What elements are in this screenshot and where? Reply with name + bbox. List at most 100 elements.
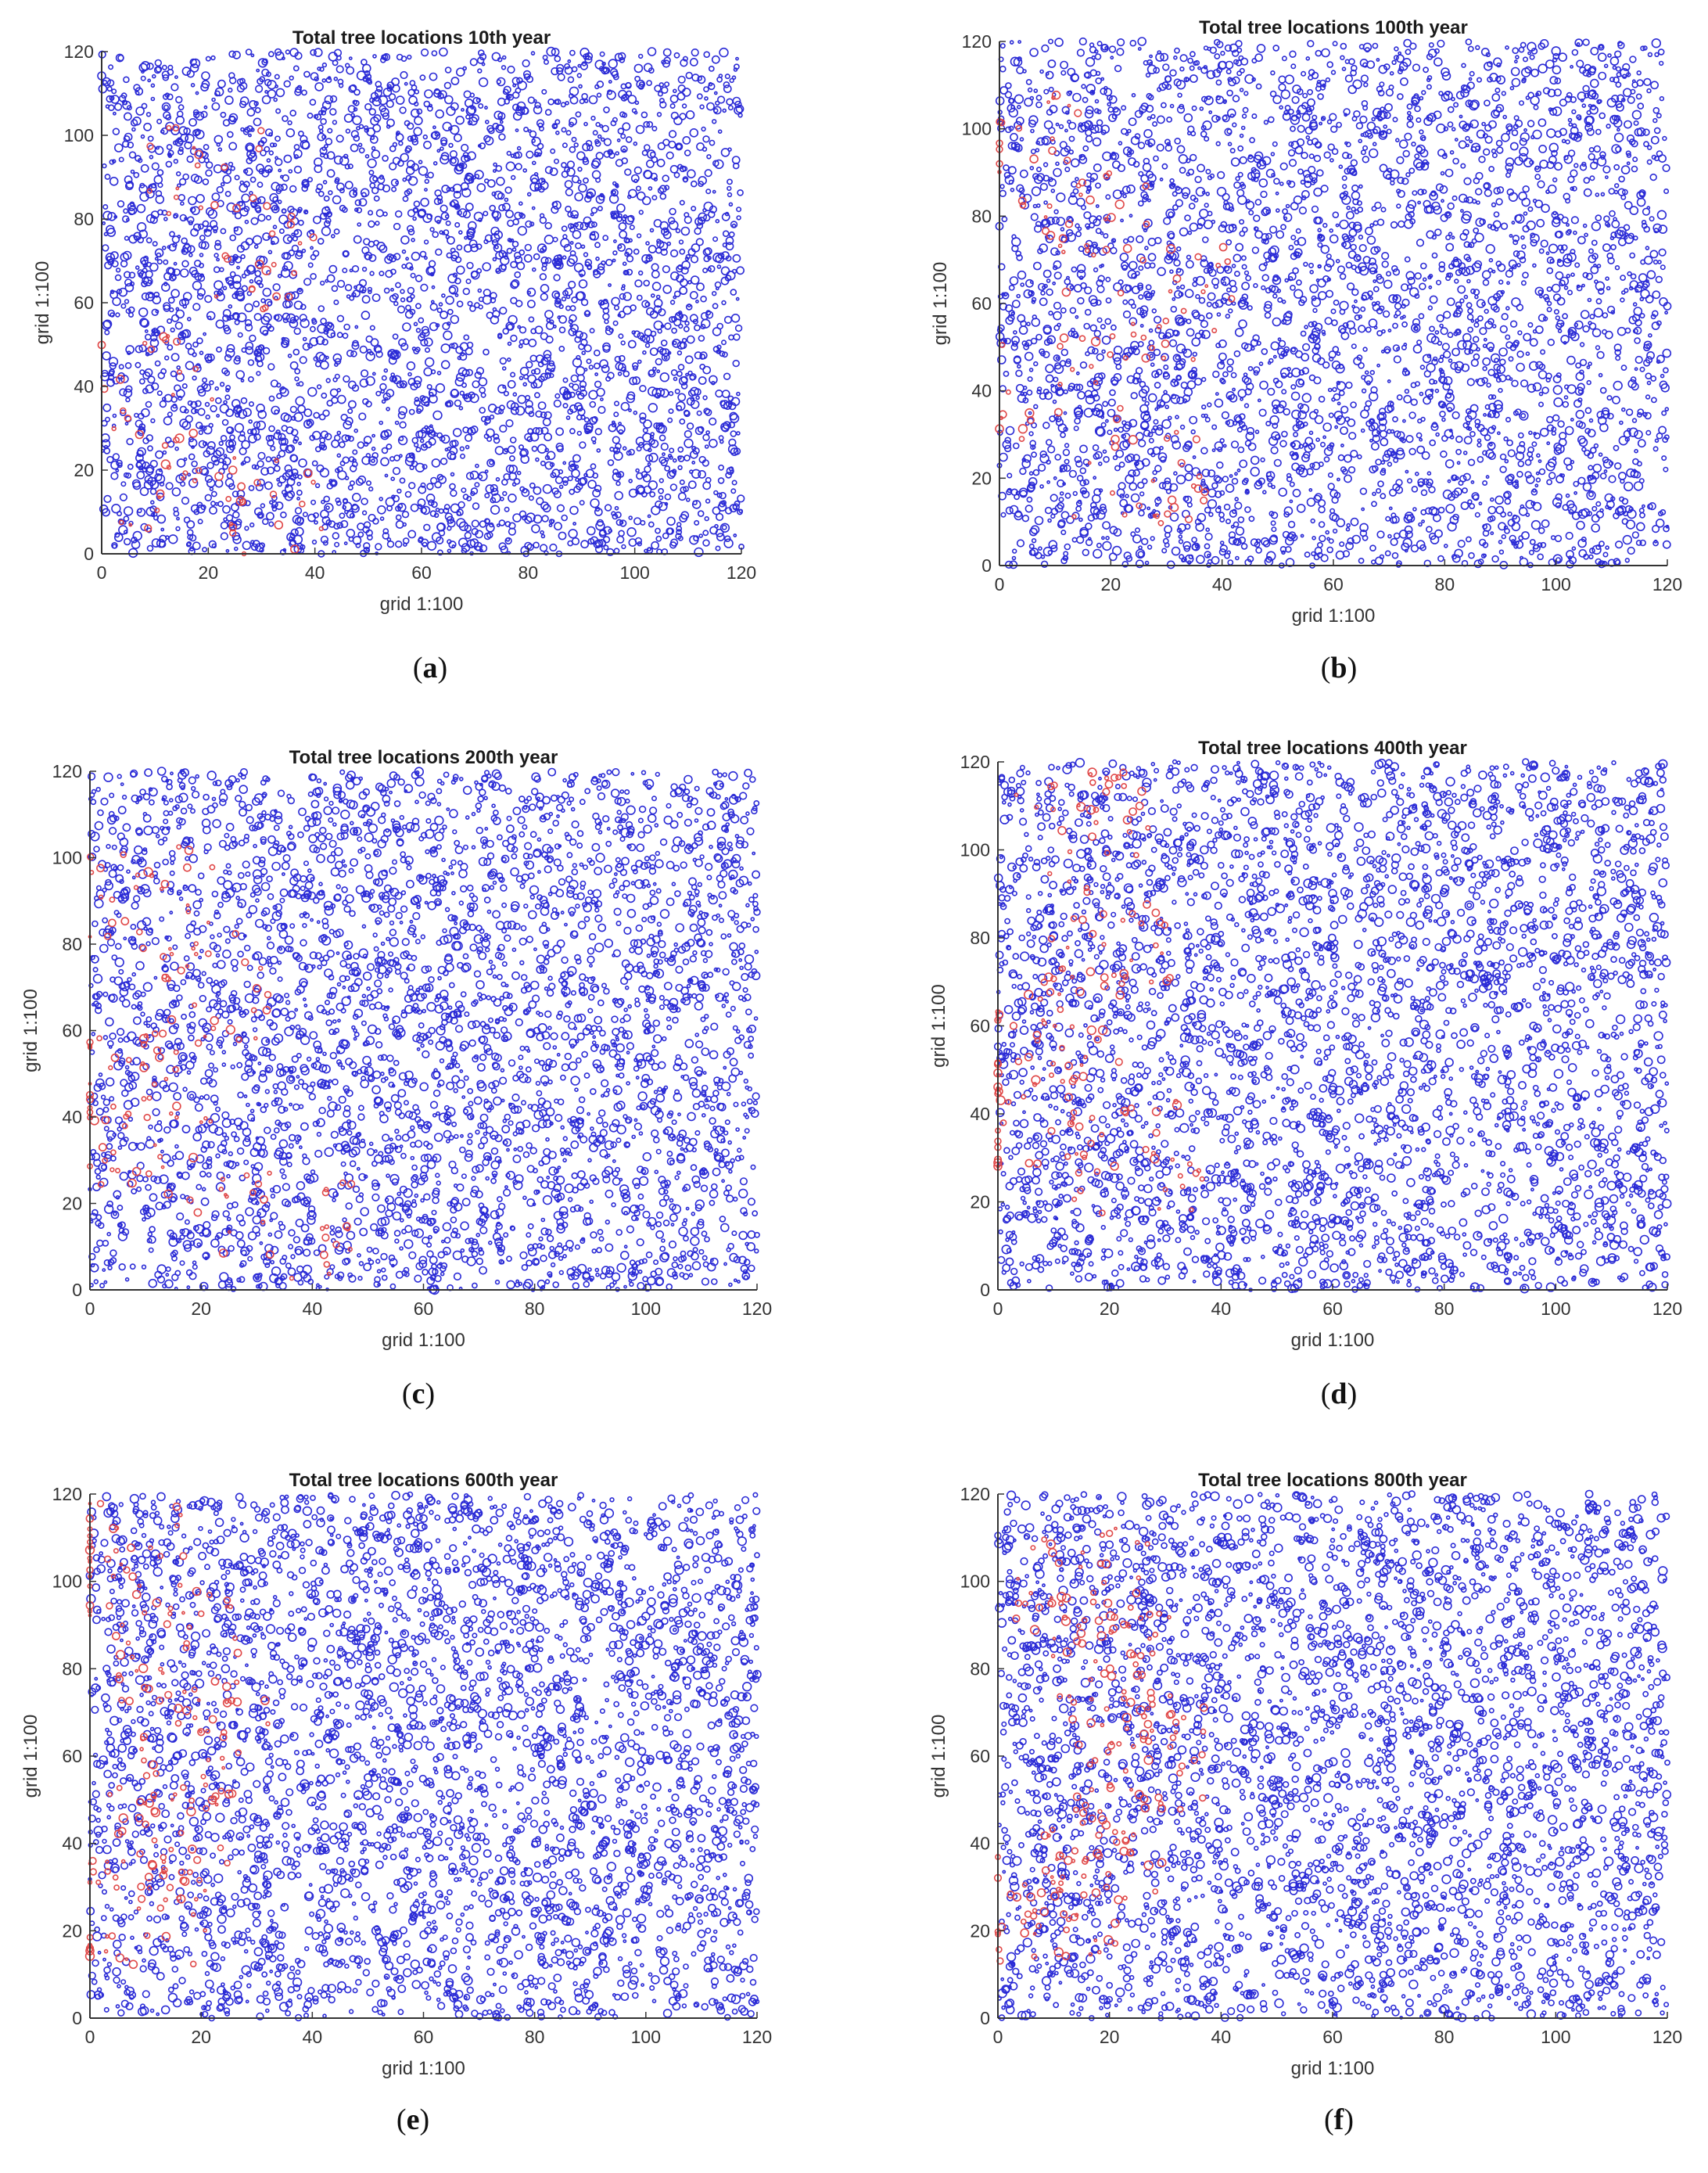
tree-point xyxy=(658,456,666,464)
tree-point xyxy=(393,253,401,260)
tree-point xyxy=(249,199,257,207)
tree-point xyxy=(188,220,194,225)
tree-point xyxy=(261,265,271,275)
tree-point xyxy=(526,75,534,84)
tree-point xyxy=(358,147,365,154)
tree-point xyxy=(181,476,186,481)
tree-point xyxy=(1516,362,1525,372)
tree-point xyxy=(1251,77,1257,82)
tree-point xyxy=(720,422,730,432)
tree-point xyxy=(321,392,328,399)
tree-point xyxy=(361,267,368,272)
tree-point xyxy=(317,66,321,71)
tree-point xyxy=(1043,120,1053,130)
tree-point xyxy=(204,295,213,304)
tree-point xyxy=(139,318,149,327)
tree-point xyxy=(211,102,221,111)
tree-point xyxy=(323,495,331,503)
tree-point xyxy=(721,251,730,260)
tree-point xyxy=(583,417,590,423)
tree-point xyxy=(1185,260,1194,269)
tree-point xyxy=(183,516,191,524)
tree-point xyxy=(123,388,133,398)
tree-point xyxy=(157,209,163,216)
tree-point xyxy=(195,91,199,95)
tree-point xyxy=(159,540,167,548)
tree-point xyxy=(210,220,218,228)
tree-point xyxy=(172,124,180,132)
tree-point xyxy=(211,192,221,201)
tree-point xyxy=(727,192,733,198)
tree-point xyxy=(1334,425,1339,429)
tree-point xyxy=(1397,93,1404,100)
tree-point xyxy=(106,79,115,87)
tree-point xyxy=(1636,70,1642,76)
tree-point xyxy=(167,344,174,351)
tree-point xyxy=(450,472,455,477)
tree-point xyxy=(497,97,506,106)
tree-point xyxy=(361,311,371,320)
tree-point xyxy=(363,125,369,131)
tree-point xyxy=(296,382,300,386)
tree-point xyxy=(269,490,278,498)
tree-point xyxy=(1631,165,1638,173)
tree-point xyxy=(175,115,185,125)
tree-point xyxy=(202,220,210,228)
tree-point xyxy=(607,372,615,379)
tree-point xyxy=(591,158,601,167)
tree-point xyxy=(1376,85,1383,93)
tree-point xyxy=(472,502,480,510)
tree-point xyxy=(207,209,217,219)
tree-point xyxy=(205,207,214,216)
tree-point xyxy=(405,452,415,463)
tree-point xyxy=(1570,186,1575,191)
tree-point xyxy=(507,219,515,228)
tree-point xyxy=(467,120,473,126)
tree-point xyxy=(257,127,265,135)
tree-point xyxy=(328,520,336,528)
tree-point xyxy=(620,401,630,411)
tree-point xyxy=(1574,38,1584,48)
tree-point xyxy=(321,515,331,525)
tree-point xyxy=(1160,52,1169,62)
tree-point xyxy=(623,370,630,378)
tree-point xyxy=(1509,234,1513,238)
tree-point xyxy=(352,339,359,347)
tree-point xyxy=(564,287,573,296)
tree-point xyxy=(156,492,165,501)
tree-point xyxy=(375,221,380,226)
tree-point xyxy=(349,480,355,487)
y-tick-label: 40 xyxy=(74,376,94,397)
tree-point xyxy=(1394,46,1399,52)
tree-point xyxy=(639,416,647,424)
tree-point xyxy=(395,210,403,218)
tree-point xyxy=(407,176,418,186)
tree-point xyxy=(526,192,532,197)
tree-point xyxy=(253,275,263,285)
tree-point xyxy=(533,253,540,260)
tree-point xyxy=(342,456,350,464)
tree-point xyxy=(1573,163,1579,168)
tree-point xyxy=(723,372,731,380)
tree-point xyxy=(302,178,309,186)
tree-point xyxy=(110,460,120,470)
tree-point xyxy=(1032,469,1040,476)
tree-point xyxy=(104,261,113,270)
tree-point xyxy=(360,188,370,198)
tree-point xyxy=(655,422,663,430)
tree-point xyxy=(678,239,684,245)
tree-point xyxy=(365,400,372,408)
tree-point xyxy=(478,377,488,386)
tree-point xyxy=(1567,117,1573,123)
tree-point xyxy=(126,105,132,111)
tree-point xyxy=(705,189,712,195)
tree-point xyxy=(524,243,532,252)
tree-point xyxy=(676,92,686,101)
tree-point xyxy=(622,261,627,267)
tree-point xyxy=(493,110,504,120)
tree-point xyxy=(174,433,185,444)
tree-point xyxy=(502,448,508,454)
tree-point xyxy=(246,291,252,296)
tree-point xyxy=(216,142,221,147)
tree-point xyxy=(662,48,672,57)
